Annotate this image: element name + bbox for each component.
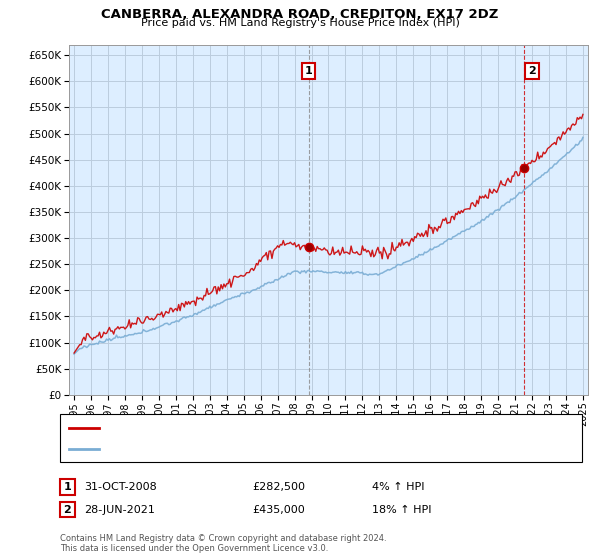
Text: 2: 2 — [64, 505, 71, 515]
Text: 2: 2 — [528, 66, 536, 76]
Text: 28-JUN-2021: 28-JUN-2021 — [84, 505, 155, 515]
Text: CANBERRA, ALEXANDRA ROAD, CREDITON, EX17 2DZ: CANBERRA, ALEXANDRA ROAD, CREDITON, EX17… — [101, 8, 499, 21]
Text: Contains HM Land Registry data © Crown copyright and database right 2024.
This d: Contains HM Land Registry data © Crown c… — [60, 534, 386, 553]
Text: HPI: Average price, detached house, Mid Devon: HPI: Average price, detached house, Mid … — [105, 444, 338, 454]
Text: 4% ↑ HPI: 4% ↑ HPI — [372, 482, 425, 492]
Text: CANBERRA, ALEXANDRA ROAD, CREDITON, EX17 2DZ (detached house): CANBERRA, ALEXANDRA ROAD, CREDITON, EX17… — [105, 423, 458, 433]
Text: 1: 1 — [64, 482, 71, 492]
Text: Price paid vs. HM Land Registry's House Price Index (HPI): Price paid vs. HM Land Registry's House … — [140, 18, 460, 28]
Text: £282,500: £282,500 — [252, 482, 305, 492]
Text: 31-OCT-2008: 31-OCT-2008 — [84, 482, 157, 492]
Text: 1: 1 — [305, 66, 313, 76]
Text: £435,000: £435,000 — [252, 505, 305, 515]
Text: 18% ↑ HPI: 18% ↑ HPI — [372, 505, 431, 515]
